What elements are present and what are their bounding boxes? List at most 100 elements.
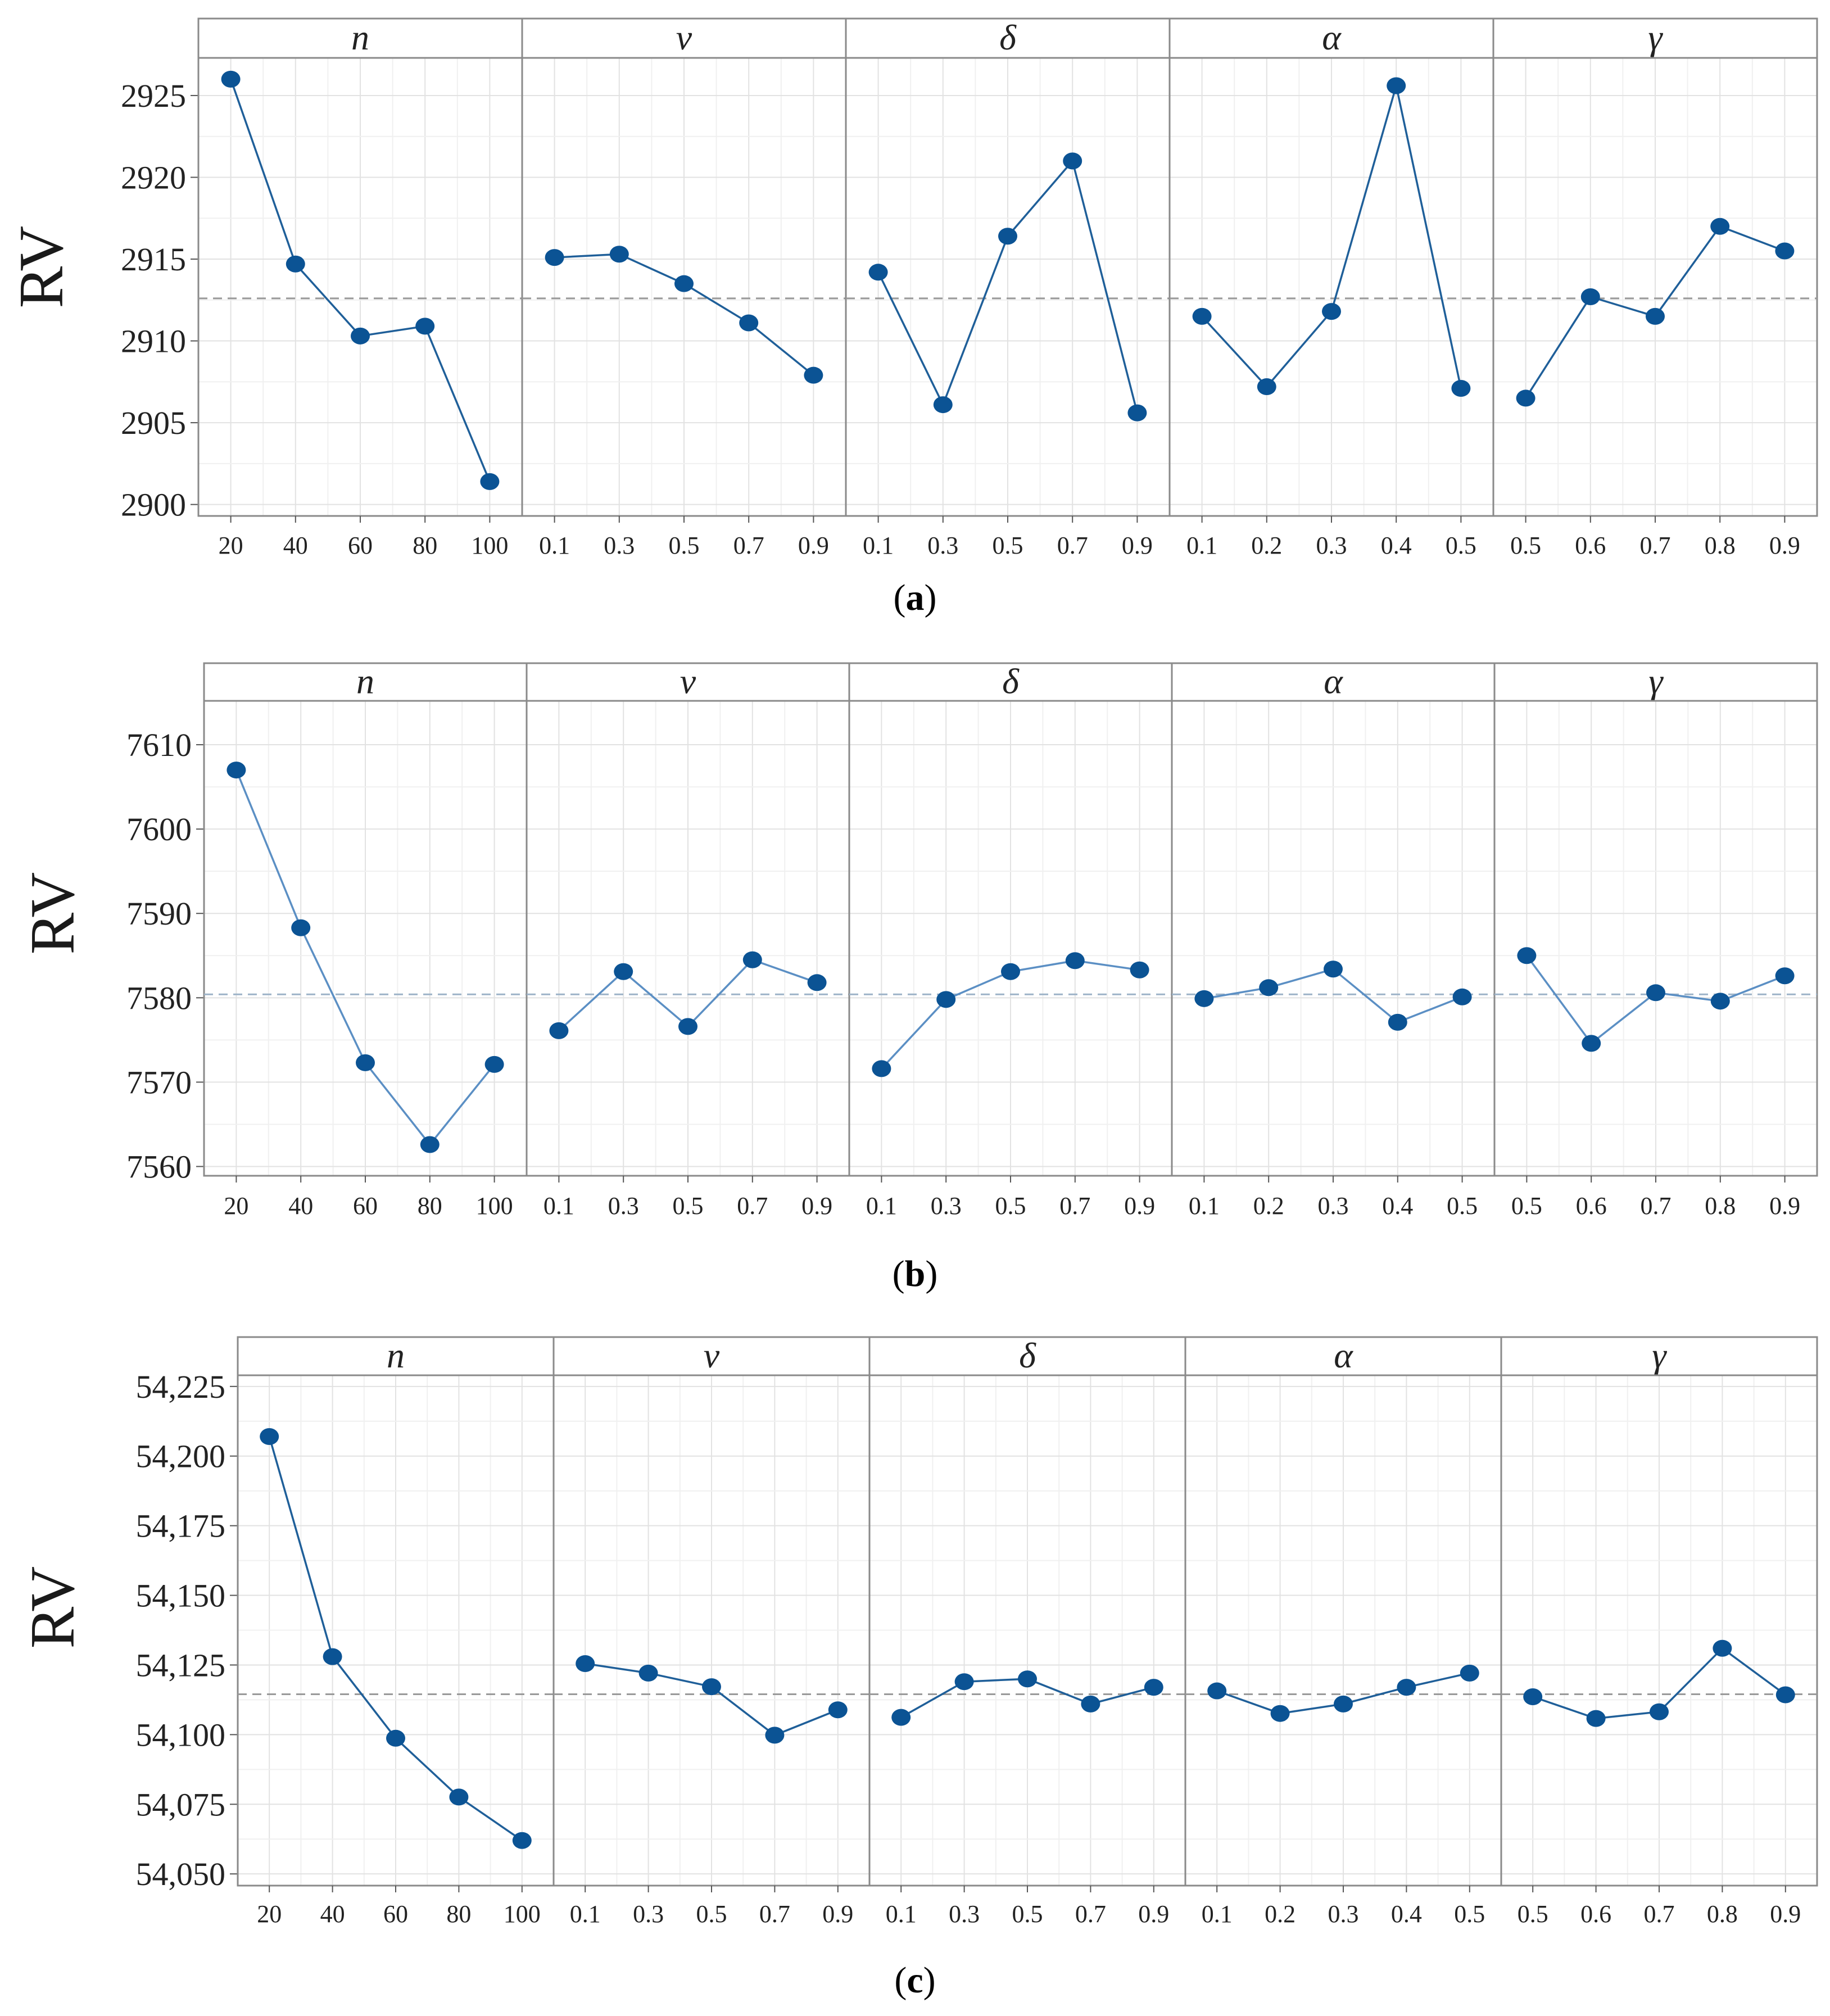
x-tick-label: 0.1 <box>863 532 894 559</box>
data-point <box>1144 1679 1163 1696</box>
data-point <box>1194 990 1214 1007</box>
data-point <box>868 264 888 281</box>
data-point <box>872 1060 891 1077</box>
data-point <box>609 246 629 263</box>
x-tick-label: 0.9 <box>801 1192 832 1220</box>
facet-c-3: δ 0.1 0.3 0.5 0.7 0.9 <box>868 1335 1186 1928</box>
y-tick-label: 2910 <box>121 323 186 360</box>
x-tick-label: 0.9 <box>1770 1900 1801 1928</box>
x-tick-label: 0.8 <box>1705 532 1736 559</box>
data-point <box>1207 1682 1227 1700</box>
y-tick-label: 7560 <box>126 1148 192 1185</box>
data-point <box>998 228 1017 245</box>
facet-strip <box>1500 1336 1818 1376</box>
x-tick-label: 20 <box>219 532 243 559</box>
data-point <box>1523 1688 1543 1705</box>
chart-panel-c: 54,050 54,075 54,100 54,125 54,150 54,175 54,2… <box>18 1335 1818 2001</box>
x-tick-label: 40 <box>283 532 308 559</box>
data-point <box>286 255 305 273</box>
x-tick-label: 0.6 <box>1580 1900 1611 1928</box>
facet-strip-label: n <box>356 662 374 701</box>
x-tick-label: 0.3 <box>949 1900 980 1928</box>
y-tick-label: 2905 <box>121 405 186 441</box>
y-tick-label: 54,200 <box>136 1438 226 1475</box>
x-tick-label: 80 <box>446 1900 471 1928</box>
data-point <box>221 70 241 88</box>
data-point <box>1387 77 1406 94</box>
facet-strip-label: v <box>676 17 692 57</box>
data-point <box>1586 1710 1606 1727</box>
data-point <box>954 1673 974 1691</box>
data-point <box>260 1428 279 1446</box>
facet-strip-label: γ <box>1648 662 1664 701</box>
x-tick-label: 0.7 <box>733 532 764 559</box>
x-tick-label: 0.5 <box>696 1900 727 1928</box>
data-point <box>449 1788 469 1806</box>
x-tick-label: 0.2 <box>1253 1192 1284 1220</box>
facet-strip <box>1171 662 1496 702</box>
data-point <box>1646 984 1665 1002</box>
x-tick-label: 80 <box>418 1192 442 1220</box>
x-tick-label: 40 <box>320 1900 345 1928</box>
x-tick-label: 0.5 <box>993 532 1023 559</box>
x-tick-label: 0.2 <box>1265 1900 1296 1928</box>
x-tick-label: 0.7 <box>759 1900 790 1928</box>
x-tick-label: 20 <box>224 1192 248 1220</box>
caption-letter: c <box>907 1960 923 2001</box>
x-tick-label: 0.6 <box>1576 1192 1607 1220</box>
y-tick-label: 54,100 <box>136 1716 226 1753</box>
data-point <box>512 1832 532 1849</box>
caption-paren-open: ( <box>894 1960 907 2001</box>
x-tick-label: 0.7 <box>1644 1900 1675 1928</box>
facet-strip-label: n <box>351 17 369 57</box>
y-tick-label: 7590 <box>126 895 192 932</box>
x-tick-label: 0.4 <box>1382 1192 1413 1220</box>
caption-letter: a <box>906 577 925 618</box>
x-tick-label: 0.7 <box>737 1192 768 1220</box>
x-tick-label: 0.9 <box>1122 532 1153 559</box>
facet-c-4: α 0.1 0.2 0.3 0.4 0.5 <box>1184 1335 1502 1928</box>
data-point <box>739 314 759 332</box>
facet-a-4: α 0.1 0.2 0.3 0.4 0.5 <box>1168 17 1494 559</box>
data-point <box>828 1701 848 1719</box>
data-point <box>1650 1703 1669 1720</box>
data-point <box>1259 979 1279 996</box>
x-tick-label: 0.8 <box>1705 1192 1736 1220</box>
data-point <box>484 1055 504 1073</box>
chart-panel-a: 2900 2905 2910 2915 2920 2925 RV n 20 40 60 80 100 v 0… <box>7 17 1818 618</box>
x-tick-label: 0.5 <box>1446 532 1476 559</box>
x-tick-label: 100 <box>476 1192 513 1220</box>
facet-b-4: α 0.1 0.2 0.3 0.4 0.5 <box>1171 662 1496 1220</box>
data-point <box>936 991 956 1008</box>
data-point <box>1710 218 1730 235</box>
data-point <box>614 963 633 980</box>
y-axis-label: RV <box>18 872 88 955</box>
data-point <box>1270 1705 1290 1722</box>
caption-paren-close: ) <box>925 1253 937 1294</box>
x-tick-label: 0.1 <box>1189 1192 1220 1220</box>
data-point <box>549 1022 569 1039</box>
data-point <box>1517 947 1537 964</box>
x-tick-label: 0.5 <box>1012 1900 1043 1928</box>
data-point <box>1257 378 1276 396</box>
data-point <box>323 1648 342 1665</box>
facet-a-3: δ 0.1 0.3 0.5 0.7 0.9 <box>845 17 1171 559</box>
data-point <box>545 249 564 266</box>
data-point <box>1646 307 1665 325</box>
data-point <box>291 919 311 936</box>
x-tick-label: 0.3 <box>1328 1900 1359 1928</box>
x-tick-label: 20 <box>257 1900 282 1928</box>
x-tick-label: 0.3 <box>1316 532 1347 559</box>
y-tick-label: 54,125 <box>136 1647 226 1683</box>
caption-letter: b <box>905 1253 926 1294</box>
x-tick-label: 0.7 <box>1057 532 1088 559</box>
data-point <box>1192 307 1212 325</box>
y-tick-label: 7600 <box>126 811 192 848</box>
y-tick-label: 54,225 <box>136 1369 226 1405</box>
facet-strip <box>203 662 528 702</box>
facet-strip-label: δ <box>1019 1335 1036 1375</box>
x-tick-label: 0.1 <box>886 1900 917 1928</box>
data-point <box>933 396 953 414</box>
x-tick-label: 0.5 <box>673 1192 704 1220</box>
y-tick-label: 7580 <box>126 980 192 1016</box>
